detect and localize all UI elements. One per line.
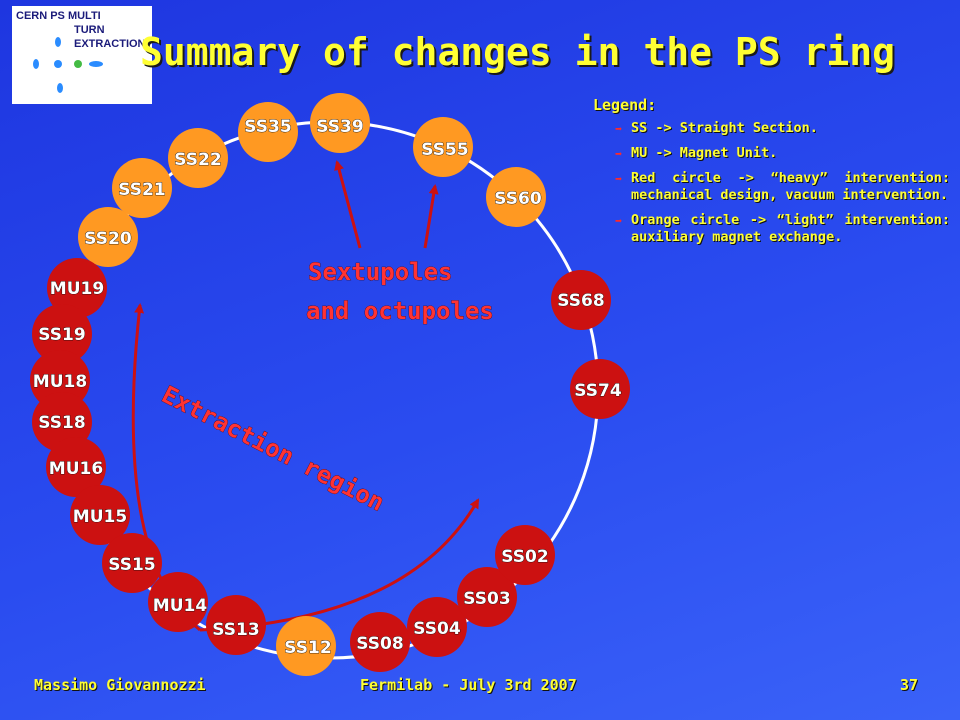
- node-circle-ss03: [457, 567, 517, 627]
- legend-item-text: SS -> Straight Section.: [631, 120, 818, 136]
- node-circle-mu19: [47, 258, 107, 318]
- node-label-ss03: SS03: [463, 589, 510, 609]
- footer-author: Massimo Giovannozzi: [34, 676, 206, 694]
- node-label-ss68: SS68: [557, 291, 604, 311]
- arrow-bullet-icon: ➡: [615, 122, 623, 136]
- node-circle-ss74: [570, 359, 630, 419]
- node-label-ss21: SS21: [118, 180, 165, 200]
- node-label-ss60: SS60: [494, 189, 542, 209]
- logo: CERN PS MULTI TURN EXTRACTION: [12, 6, 152, 104]
- ring-nodes: SS35 SS22 SS21 SS20 MU19 SS19 MU18 SS18 MU16 MU15…: [30, 93, 630, 676]
- node-circle-ss55: [413, 117, 473, 177]
- node-circle-ss39: [310, 93, 370, 153]
- footer-page-number: 37: [900, 676, 919, 694]
- legend-item: ➡ MU -> Magnet Unit.: [593, 145, 950, 162]
- legend-item: ➡ SS -> Straight Section.: [593, 120, 950, 137]
- node-label-mu18: MU18: [33, 372, 87, 392]
- node-circle-ss60: [486, 167, 546, 227]
- node-circle-ss02: [495, 525, 555, 585]
- logo-text-1: CERN PS MULTI: [16, 10, 101, 22]
- node-circle-ss19: [32, 304, 92, 364]
- page-title: Summary of changes in the PS ring: [140, 30, 895, 74]
- node-circle-mu15: [70, 485, 130, 545]
- node-circle-ss04: [407, 597, 467, 657]
- node-circle-mu14: [148, 572, 208, 632]
- node-circle-ss08: [350, 612, 410, 672]
- legend: Legend: ➡ SS -> Straight Section. ➡ MU -> …: [593, 96, 950, 254]
- node-label-ss18: SS18: [38, 413, 85, 433]
- sextupoles-label-2: and octupoles: [306, 297, 494, 325]
- extraction-region-label: Extraction region: [157, 380, 389, 516]
- footer-event: Fermilab - July 3rd 2007: [360, 676, 577, 694]
- node-label-ss22: SS22: [174, 150, 221, 170]
- node-circle-ss18: [32, 392, 92, 452]
- arrow-bullet-icon: ➡: [615, 214, 623, 228]
- arrow-bullet-icon: ➡: [615, 172, 623, 186]
- node-circle-ss13: [206, 595, 266, 655]
- node-label-ss04: SS04: [413, 619, 461, 639]
- legend-item-text: MU -> Magnet Unit.: [631, 145, 778, 161]
- logo-text-3: EXTRACTION: [74, 38, 146, 50]
- sextupole-arrow-2: [423, 184, 439, 249]
- node-label-ss20: SS20: [84, 229, 132, 249]
- node-label-mu16: MU16: [49, 459, 103, 479]
- legend-heading: Legend:: [593, 96, 657, 114]
- sextupoles-label-1: Sextupoles: [308, 258, 453, 286]
- node-label-ss39: SS39: [316, 117, 363, 137]
- node-label-ss12: SS12: [284, 638, 331, 658]
- node-circle-mu16: [46, 437, 106, 497]
- arrow-bullet-icon: ➡: [615, 147, 623, 161]
- node-circle-ss12: [276, 616, 336, 676]
- node-circle-ss68: [551, 270, 611, 330]
- node-label-mu15: MU15: [73, 507, 127, 527]
- node-circle-ss15: [102, 533, 162, 593]
- node-circle-ss35: [238, 102, 298, 162]
- node-label-ss08: SS08: [356, 634, 403, 654]
- node-label-ss55: SS55: [421, 140, 468, 160]
- node-label-ss74: SS74: [574, 381, 622, 401]
- legend-item-text: Red circle -> “heavy” intervention: mech…: [631, 170, 950, 203]
- node-label-ss02: SS02: [501, 547, 548, 567]
- legend-item: ➡ Orange circle -> “light” intervention: …: [593, 212, 950, 246]
- node-label-ss19: SS19: [38, 325, 85, 345]
- node-circle-ss22: [168, 128, 228, 188]
- sextupole-arrow-1: [334, 160, 362, 249]
- node-label-ss13: SS13: [212, 620, 259, 640]
- node-circle-ss21: [112, 158, 172, 218]
- node-label-ss15: SS15: [108, 555, 155, 575]
- node-label-mu19: MU19: [50, 279, 104, 299]
- legend-item-text: Orange circle -> “light” intervention: a…: [631, 212, 950, 245]
- logo-islands-icon: [33, 37, 103, 93]
- legend-item: ➡ Red circle -> “heavy” intervention: mec…: [593, 170, 950, 204]
- logo-text-2: TURN: [74, 24, 105, 36]
- node-circle-ss20: [78, 207, 138, 267]
- node-label-mu14: MU14: [153, 596, 208, 616]
- node-label-ss35: SS35: [244, 117, 291, 137]
